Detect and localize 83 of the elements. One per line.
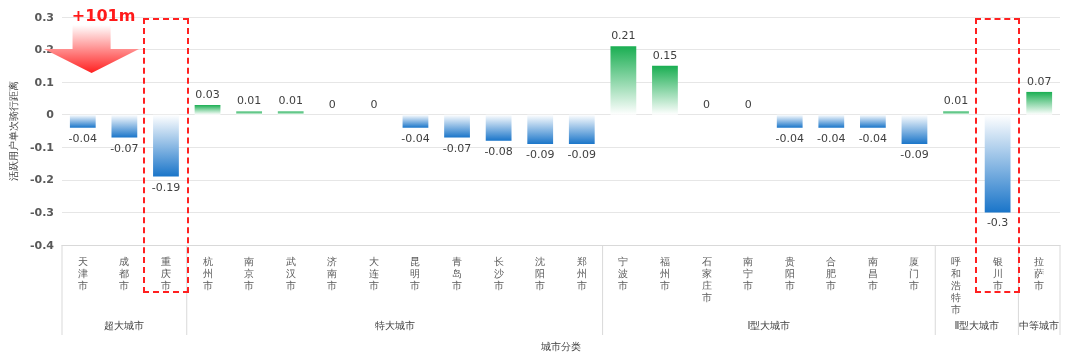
x-tick-label: 杭州市 [201,255,213,291]
x-tick-label: 呼和浩特市 [951,255,962,315]
data-label: 0 [703,97,711,111]
y-tick-label: -0.4 [29,238,55,252]
data-label: 0.01 [278,94,303,108]
data-label: -0.04 [775,131,804,145]
data-label: -0.09 [525,148,555,162]
bar [776,114,803,128]
x-tick-label: 昆明市 [410,255,421,291]
bar [610,46,637,115]
x-tick-label: 南京市 [244,255,255,291]
bar [153,114,179,177]
bar [444,114,470,138]
x-axis-title: 城市分类 [540,340,581,352]
data-label: -0.08 [484,144,513,158]
text: 超大城市 [104,319,145,331]
y-tick-label: -0.2 [29,173,54,187]
x-tick-label: 南昌市 [867,255,878,291]
y-tick-label: 0 [46,108,55,122]
data-label: -0.04 [401,131,430,145]
bar [568,114,595,145]
annotation: +101m [71,5,136,25]
bar [984,114,1011,213]
x-tick-label: 长沙市 [493,255,504,291]
data-label: 0 [370,97,378,111]
data-label: -0.04 [858,131,888,145]
x-tick-label: 青岛市 [452,255,463,291]
data-label: -0.07 [110,141,139,155]
data-label: 0 [744,97,752,111]
y-axis-title: 活跃用户单次骑行距离 [7,81,19,181]
bar [194,104,221,115]
data-label: 0.15 [652,48,678,62]
bar [943,111,969,115]
x-tick-label: 厦门市 [909,255,920,291]
bar [652,65,678,115]
x-tick-label: 大连市 [368,255,379,291]
x-tick-label: 济南市 [327,255,338,291]
bar [485,114,512,141]
bar [402,114,429,128]
text: Ⅱ型大城市 [954,319,1000,331]
bar [859,114,886,128]
data-label: 0.21 [611,29,636,43]
bar [69,114,96,128]
x-tick-label: 天津市 [77,255,88,291]
data-label: 0.01 [943,94,969,108]
x-tick-label: 合肥市 [826,255,837,291]
data-label: -0.07 [442,141,472,155]
bar [236,111,263,115]
text: Ⅰ型大城市 [747,319,791,331]
x-tick-label: 贵阳市 [784,255,795,291]
x-tick-label: 南宁市 [743,255,754,291]
y-tick-label: -0.1 [29,140,54,154]
y-tick-label: 0.1 [34,75,54,89]
text: 特大城市 [374,319,415,331]
x-tick-label: 成都市 [119,255,130,291]
data-label: 0 [328,97,336,111]
data-label: 0.03 [195,87,220,101]
x-tick-label: 沈阳市 [535,255,546,291]
data-label: -0.04 [817,131,846,145]
x-tick-label: 银川市 [991,255,1003,291]
bar [527,114,554,145]
y-tick-label: -0.3 [29,205,54,219]
data-label: -0.04 [68,131,98,145]
bar [1026,91,1053,115]
x-tick-label: 拉萨市 [1034,255,1045,291]
bar [818,114,845,128]
x-tick-label: 宁波市 [618,255,629,291]
x-tick-label: 重庆市 [160,255,171,291]
data-label: 0.01 [236,94,262,108]
x-tick-label: 武汉市 [285,255,296,291]
bar [901,114,928,145]
x-tick-label: 石家庄市 [701,255,712,303]
bar [277,111,304,115]
data-label: 0.07 [1026,74,1052,88]
data-label: -0.3 [986,216,1009,230]
data-label: -0.09 [567,148,597,162]
x-tick-label: 福州市 [659,255,670,291]
text: 中等城市 [1019,319,1060,331]
x-tick-label: 郑州市 [576,255,587,291]
data-label: -0.19 [151,180,181,194]
y-tick-label: 0.3 [34,10,54,24]
bar [111,114,138,138]
data-label: -0.09 [900,148,929,162]
